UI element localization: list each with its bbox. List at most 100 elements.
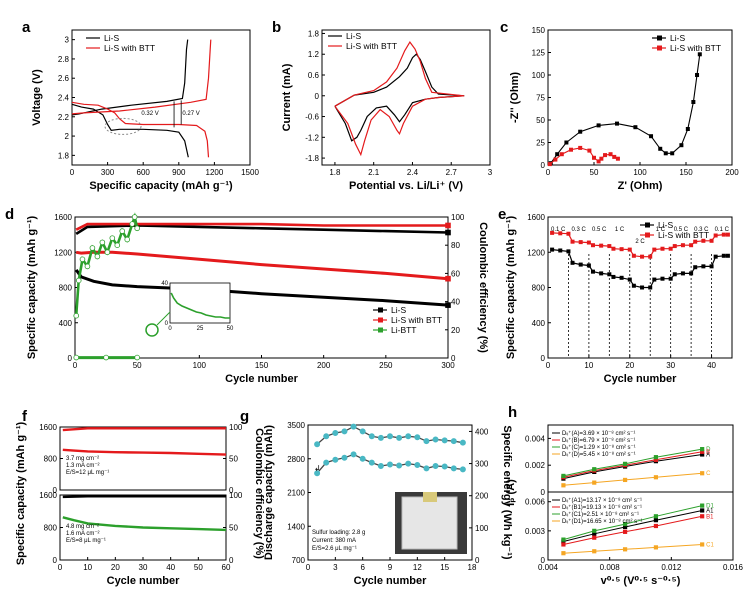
panel-c-point (596, 159, 601, 164)
panel-e-point (558, 248, 563, 253)
panel-e-ytick-label: 1200 (527, 248, 545, 257)
panel-c-point (612, 154, 617, 159)
panel-d-point (84, 263, 91, 270)
panel-e-point (713, 254, 718, 259)
panel-h-top-ytick-label: 0.002 (525, 461, 546, 470)
panel-g-right-ytick-label: 300 (475, 460, 489, 469)
panel-f-xtick-label: 60 (222, 563, 231, 572)
panel-b-ytick-label: -0.6 (305, 113, 319, 122)
panel-h-bottom-point (653, 523, 659, 529)
panel-d-series-line (75, 250, 449, 281)
panel-h-bottom-point (653, 514, 659, 519)
panel-e-point (648, 254, 653, 259)
panel-f-top-right-ytick-label: 0 (229, 486, 234, 495)
panel-d-xtick-label: 200 (317, 361, 331, 370)
panel-e-point (631, 283, 636, 288)
panel-e-point (713, 233, 718, 238)
panel-d-point (134, 354, 140, 361)
panel-b-ylabel: Current (mA) (281, 63, 293, 131)
panel-d-ytick-label: 800 (59, 284, 73, 293)
panel-f-xtick-label: 10 (83, 563, 92, 572)
panel-c-xlabel: Z' (Ohm) (618, 180, 663, 192)
panel-g-point (441, 437, 448, 444)
panel-b-xtick-label: 2.4 (407, 168, 419, 177)
panel-g-point (350, 451, 357, 458)
panel-a-frame (71, 29, 251, 166)
panel-d-inset-xtick: 25 (197, 326, 204, 332)
panel-g-ylabel: Discharge capacity (mAh) (263, 425, 275, 560)
panel-e-point (586, 240, 591, 245)
panel-d-point (114, 242, 121, 249)
panel-d-point (94, 253, 101, 260)
panel-c-point (695, 73, 700, 78)
panel-d-point (109, 235, 116, 241)
panel-d-xtick-label: 150 (255, 361, 269, 370)
panel-e-rate-label: 0.3 C (694, 227, 709, 233)
panel-h-top-point (622, 477, 628, 483)
panel-e-xlabel: Cycle number (604, 373, 677, 385)
panel-h-ylabel: Iₚ (A) (505, 479, 517, 506)
panel-c-point (603, 153, 608, 158)
panel-g-point (405, 460, 412, 467)
panel-c-point (555, 152, 560, 157)
panel-c-point (608, 152, 613, 157)
panel-f-letter: f (22, 408, 28, 425)
panel-e-letter: e (498, 206, 506, 223)
panel-f-bottom-annotation: E/S=8 μL mg⁻¹ (66, 538, 106, 544)
panel-c-point (679, 143, 684, 148)
panel-d-legend-text: Li-BTT (391, 325, 417, 335)
panel-f-bottom-annotation: 4.8 mg cm⁻² (66, 524, 99, 530)
panel-f-ylabel: Coulombic efficiency (%) (253, 428, 265, 559)
panel-e-point (725, 232, 730, 237)
panel-d-xtick-label: 300 (441, 361, 455, 370)
panel-g-right-ytick-label: 0 (475, 556, 480, 565)
panel-e-point (640, 254, 645, 259)
panel-c-point (670, 151, 675, 156)
panel-h-xlabel: v⁰·⁵ (V⁰·⁵ s⁻⁰·⁵) (601, 575, 681, 587)
panel-g-arrow-left: ↲ (314, 464, 321, 473)
panel-c-ylabel: -Z'' (Ohm) (509, 72, 521, 123)
panel-e-point (672, 272, 677, 277)
panel-c-ytick-label: 125 (532, 49, 546, 58)
panel-f-xtick-label: 50 (194, 563, 203, 572)
panel-d-point (134, 225, 140, 232)
panel-f-bottom-right-ytick-label: 0 (229, 556, 234, 565)
panel-c-point (691, 100, 696, 105)
panel-d-right-ytick-label: 100 (451, 213, 465, 222)
panel-e-point (668, 246, 673, 251)
panel-d-endpoint (445, 275, 451, 282)
panel-h-bottom-line-label: A1 (706, 508, 714, 514)
panel-h-bottom-point (592, 549, 597, 554)
panel-g-point (459, 466, 466, 473)
panel-g-pouch-cell-image (401, 496, 458, 550)
panel-e-point (680, 271, 685, 276)
panel-b-xtick-label: 1.8 (329, 168, 341, 177)
panel-c-ytick-label: 25 (536, 139, 545, 148)
panel-d-point (124, 236, 131, 243)
panel-g-point (441, 463, 448, 470)
panel-g-point (359, 455, 366, 462)
panel-e-point (607, 244, 612, 249)
panel-e-rate-label: 0.1 C (715, 227, 730, 233)
panel-f-bottom-ytick-label: 1600 (39, 491, 57, 500)
panel-e-point (721, 253, 726, 258)
panel-h-top-legend-text: Dₗᵢ⁺(C)=1.29 × 10⁻⁸ cm² s⁻¹ (562, 444, 636, 451)
panel-g-point (432, 462, 439, 469)
panel-h-bottom-legend-text: Dₗᵢ⁺(A1)=13.17 × 10⁻⁸ cm² s⁻¹ (562, 497, 642, 504)
panel-e-point (611, 246, 616, 251)
panel-c-point (615, 121, 620, 126)
panel-c-legend-marker (657, 45, 662, 51)
panel-d-legend-text: Li-S with BTT (391, 315, 442, 325)
panel-e-xtick-label: 30 (666, 361, 675, 370)
panel-c-xtick-label: 150 (679, 168, 693, 177)
panel-d-endpoint (445, 229, 451, 236)
panel-e-point (578, 240, 583, 245)
panel-e-point (652, 277, 657, 282)
panel-h-bottom-point (592, 535, 597, 540)
panel-h-top-point (592, 467, 597, 472)
panel-e-point (721, 232, 726, 237)
panel-h-bottom-frame (547, 491, 734, 561)
panel-g-ytick-label: 1400 (287, 522, 305, 531)
panel-h-bottom-point (561, 542, 566, 547)
panel-h-bottom-point (622, 547, 628, 552)
